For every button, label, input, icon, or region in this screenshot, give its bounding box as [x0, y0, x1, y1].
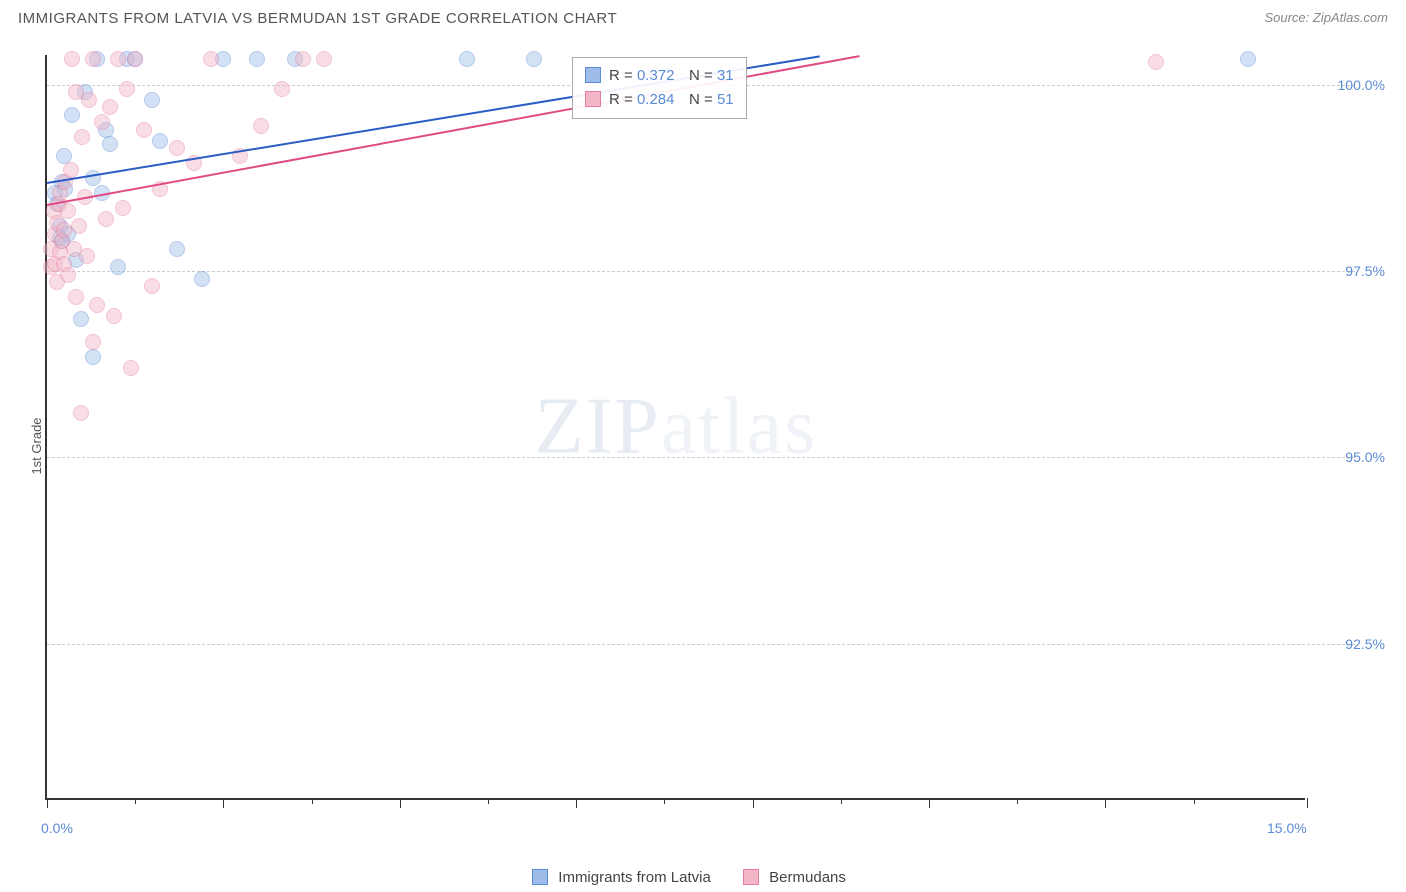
scatter-point-bermudans: [89, 297, 105, 313]
scatter-point-bermudans: [102, 99, 118, 115]
watermark: ZIPatlas: [535, 381, 818, 472]
x-axis-end-label: 15.0%: [1267, 820, 1307, 836]
legend-swatch-latvia: [585, 67, 601, 83]
ytick-label: 97.5%: [1315, 263, 1385, 279]
xtick: [1307, 798, 1308, 808]
scatter-point-bermudans: [253, 118, 269, 134]
scatter-point-bermudans: [295, 51, 311, 67]
scatter-point-latvia: [249, 51, 265, 67]
stat-R-value: 0.372: [637, 67, 675, 84]
xtick: [223, 798, 224, 808]
bottom-legend: Immigrants from Latvia Bermudans: [0, 869, 1406, 886]
xtick: [576, 798, 577, 808]
scatter-point-bermudans: [85, 51, 101, 67]
scatter-point-latvia: [152, 133, 168, 149]
scatter-point-latvia: [169, 241, 185, 257]
bottom-legend-label-bermudans: Bermudans: [765, 869, 846, 886]
bottom-legend-label-latvia: Immigrants from Latvia: [554, 869, 715, 886]
stat-R-label: R =: [609, 67, 637, 84]
scatter-point-bermudans: [56, 222, 72, 238]
stats-legend-row-bermudans: R = 0.284 N = 51: [585, 88, 734, 112]
chart-title: IMMIGRANTS FROM LATVIA VS BERMUDAN 1ST G…: [18, 10, 617, 27]
scatter-point-bermudans: [73, 405, 89, 421]
xtick: [841, 798, 842, 804]
scatter-plot-area: ZIPatlas 100.0%97.5%95.0%92.5%0.0%15.0%R…: [45, 55, 1305, 800]
gridline-h: [47, 271, 1355, 272]
scatter-point-bermudans: [203, 51, 219, 67]
scatter-point-bermudans: [74, 129, 90, 145]
gridline-h: [47, 644, 1355, 645]
scatter-point-bermudans: [64, 51, 80, 67]
ytick-label: 92.5%: [1315, 636, 1385, 652]
legend-swatch-bermudans: [585, 91, 601, 107]
scatter-point-latvia: [102, 136, 118, 152]
scatter-point-bermudans: [136, 122, 152, 138]
scatter-point-latvia: [110, 259, 126, 275]
scatter-point-bermudans: [169, 140, 185, 156]
scatter-point-bermudans: [71, 218, 87, 234]
scatter-point-latvia: [85, 170, 101, 186]
scatter-point-bermudans: [127, 51, 143, 67]
xtick: [1194, 798, 1195, 804]
scatter-point-bermudans: [119, 81, 135, 97]
ytick-label: 95.0%: [1315, 449, 1385, 465]
scatter-point-bermudans: [123, 360, 139, 376]
scatter-point-latvia: [526, 51, 542, 67]
scatter-point-latvia: [85, 349, 101, 365]
scatter-point-bermudans: [79, 248, 95, 264]
xtick: [400, 798, 401, 808]
stats-legend-box: R = 0.372 N = 31R = 0.284 N = 51: [572, 57, 747, 119]
xtick: [664, 798, 665, 804]
scatter-point-latvia: [194, 271, 210, 287]
scatter-point-bermudans: [68, 289, 84, 305]
xtick: [47, 798, 48, 808]
scatter-point-bermudans: [274, 81, 290, 97]
stats-legend-row-latvia: R = 0.372 N = 31: [585, 64, 734, 88]
xtick: [753, 798, 754, 808]
xtick: [1105, 798, 1106, 808]
scatter-point-bermudans: [98, 211, 114, 227]
ytick-label: 100.0%: [1315, 77, 1385, 93]
scatter-point-latvia: [56, 148, 72, 164]
chart-source: Source: ZipAtlas.com: [1264, 10, 1388, 25]
scatter-point-bermudans: [144, 278, 160, 294]
stat-R-value: 0.284: [637, 91, 675, 108]
y-axis-label: 1st Grade: [29, 417, 44, 474]
scatter-point-bermudans: [60, 267, 76, 283]
source-name: ZipAtlas.com: [1313, 10, 1388, 25]
stat-N-value: 51: [717, 91, 734, 108]
bottom-legend-swatch-latvia: [532, 869, 548, 885]
gridline-h: [47, 457, 1355, 458]
scatter-point-bermudans: [85, 334, 101, 350]
scatter-point-bermudans: [94, 114, 110, 130]
stat-R-label: R =: [609, 91, 637, 108]
stat-N-label: N =: [689, 67, 717, 84]
stat-N-label: N =: [689, 91, 717, 108]
scatter-point-bermudans: [316, 51, 332, 67]
scatter-point-latvia: [64, 107, 80, 123]
scatter-point-bermudans: [1148, 54, 1164, 70]
stat-N-value: 31: [717, 67, 734, 84]
scatter-point-bermudans: [115, 200, 131, 216]
xtick: [929, 798, 930, 808]
scatter-point-bermudans: [81, 92, 97, 108]
scatter-point-latvia: [144, 92, 160, 108]
xtick: [135, 798, 136, 804]
scatter-point-latvia: [459, 51, 475, 67]
xtick: [1017, 798, 1018, 804]
scatter-point-latvia: [1240, 51, 1256, 67]
xtick: [488, 798, 489, 804]
bottom-legend-swatch-bermudans: [743, 869, 759, 885]
xtick: [312, 798, 313, 804]
source-prefix: Source:: [1264, 10, 1312, 25]
x-axis-end-label: 0.0%: [41, 820, 73, 836]
scatter-point-latvia: [73, 311, 89, 327]
scatter-point-bermudans: [106, 308, 122, 324]
chart-header: IMMIGRANTS FROM LATVIA VS BERMUDAN 1ST G…: [0, 0, 1406, 40]
scatter-point-bermudans: [60, 203, 76, 219]
scatter-point-bermudans: [110, 51, 126, 67]
